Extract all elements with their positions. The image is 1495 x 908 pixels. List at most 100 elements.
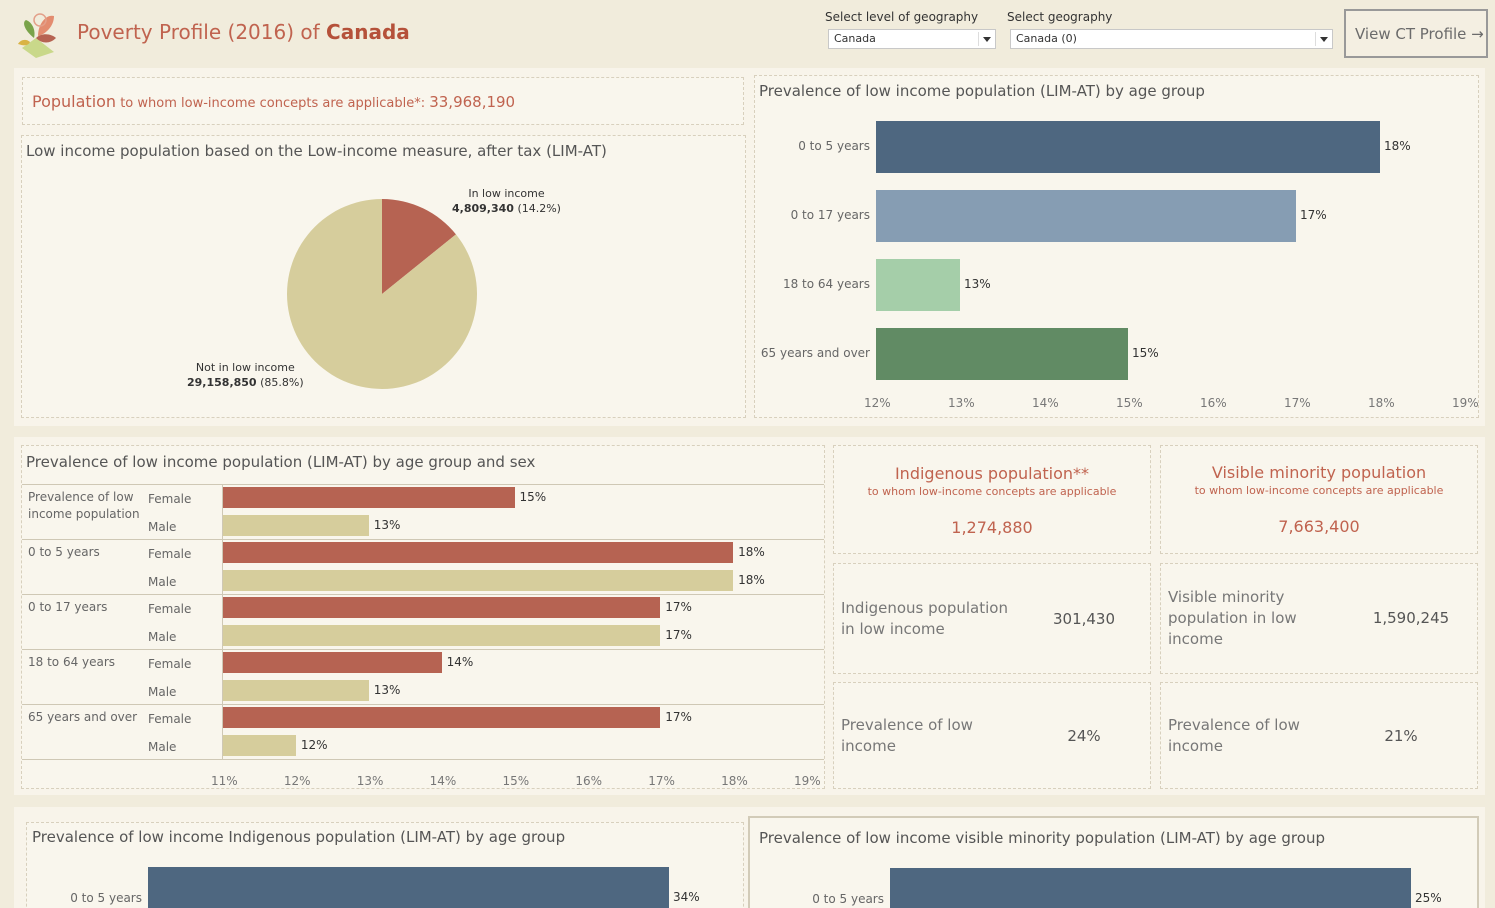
sex-chart-bar bbox=[223, 625, 661, 646]
sex-chart-bar-label: 17% bbox=[665, 628, 692, 642]
visible-minority-age-chart-title: Prevalence of low income visible minorit… bbox=[759, 829, 1325, 847]
sex-chart-bar bbox=[223, 542, 734, 563]
sex-chart-bar bbox=[223, 735, 296, 756]
sex-chart-group-row bbox=[22, 484, 824, 539]
population-value: 33,968,190 bbox=[429, 93, 516, 111]
sex-chart-bar bbox=[223, 652, 442, 673]
age-chart-title: Prevalence of low income population (LIM… bbox=[759, 82, 1205, 100]
age-chart-bar bbox=[876, 190, 1296, 242]
sex-chart-sex-label: Male bbox=[148, 740, 177, 754]
level-select[interactable]: Canada bbox=[828, 29, 996, 49]
header: Poverty Profile (2016) of Canada Select … bbox=[0, 0, 1495, 66]
sex-chart-bar bbox=[223, 515, 369, 536]
pie-label-not-in-low-income: Not in low income 29,158,850 (85.8%) bbox=[187, 361, 304, 389]
view-ct-profile-button[interactable]: View CT Profile → bbox=[1344, 9, 1488, 58]
sex-chart: Prevalence of low income population Femal… bbox=[22, 446, 826, 790]
app-logo bbox=[18, 13, 56, 58]
page-title: Poverty Profile (2016) of Canada bbox=[77, 20, 410, 44]
sex-chart-group-row bbox=[22, 649, 824, 704]
indigenous-population-card: Indigenous population** to whom low-inco… bbox=[833, 445, 1151, 554]
sex-chart-sex-label: Male bbox=[148, 520, 177, 534]
sex-chart-age-label: 0 to 5 years bbox=[28, 545, 100, 559]
age-chart-tick-label: 13% bbox=[948, 396, 975, 410]
age-chart-category-label: 0 to 17 years bbox=[790, 208, 870, 222]
indigenous-age-bar bbox=[148, 867, 669, 908]
sex-chart-bar bbox=[223, 597, 661, 618]
age-chart-bar-label: 13% bbox=[964, 277, 991, 291]
sex-chart-axis-line bbox=[222, 484, 223, 759]
sex-chart-bar-label: 18% bbox=[738, 545, 765, 559]
visible-minority-low-income-value: 1,590,245 bbox=[1372, 609, 1450, 627]
chevron-down-icon bbox=[1320, 37, 1328, 42]
sex-chart-title: Prevalence of low income population (LIM… bbox=[26, 453, 536, 471]
sex-chart-sex-label: Male bbox=[148, 685, 177, 699]
visible-minority-age-bar bbox=[890, 868, 1411, 908]
geography-select-label: Select geography bbox=[1007, 10, 1113, 24]
indigenous-low-income-label: Indigenous population in low income bbox=[841, 599, 1008, 638]
age-chart-tick-label: 12% bbox=[864, 396, 891, 410]
pie-slice-not-in-low-income[interactable] bbox=[287, 199, 477, 389]
visible-minority-age-bar-label: 25% bbox=[1415, 891, 1442, 905]
indigenous-subtitle: to whom low-income concepts are applicab… bbox=[867, 485, 1117, 498]
section-detail: Prevalence of low income population (LIM… bbox=[14, 437, 1485, 795]
sex-chart-bar bbox=[223, 487, 515, 508]
sex-chart-group-row bbox=[22, 539, 824, 594]
geography-select[interactable]: Canada (0) bbox=[1010, 29, 1333, 49]
sex-chart-bar-label: 13% bbox=[373, 683, 401, 697]
age-chart-tick-label: 14% bbox=[1032, 396, 1059, 410]
age-chart-category-label: 18 to 64 years bbox=[782, 277, 870, 291]
indigenous-age-chart: 0 to 5 years 34% bbox=[27, 823, 745, 908]
age-chart-tick-label: 16% bbox=[1200, 396, 1227, 410]
indigenous-age-bar-label: 34% bbox=[673, 890, 700, 904]
indigenous-prevalence-card: Prevalence of low income 24% bbox=[833, 682, 1151, 789]
population-panel: Population to whom low-income concepts a… bbox=[22, 77, 744, 125]
sex-chart-tick-label: 12% bbox=[283, 774, 311, 788]
sex-chart-bar-label: 17% bbox=[665, 600, 692, 614]
age-chart-category-label: 65 years and over bbox=[760, 346, 870, 360]
age-chart-bar-label: 17% bbox=[1300, 208, 1327, 222]
sex-chart-age-label: 65 years and over bbox=[28, 710, 138, 724]
sex-chart-tick-label: 11% bbox=[211, 774, 238, 788]
page-title-place: Canada bbox=[326, 20, 410, 44]
sex-chart-sex-label: Female bbox=[148, 547, 192, 561]
sex-chart-age-label: 0 to 17 years bbox=[28, 600, 108, 614]
sex-chart-bar-label: 17% bbox=[665, 710, 692, 724]
population-summary: Population to whom low-income concepts a… bbox=[32, 92, 516, 111]
visible-minority-population-value: 7,663,400 bbox=[1278, 517, 1360, 536]
pie-slice-in-low-income[interactable] bbox=[382, 199, 456, 294]
pie-chart[interactable] bbox=[282, 194, 482, 394]
geography-select-value: Canada (0) bbox=[1016, 32, 1077, 45]
age-chart-tick-label: 18% bbox=[1368, 396, 1395, 410]
level-select-label: Select level of geography bbox=[825, 10, 979, 24]
sex-chart-tick-label: 19% bbox=[794, 774, 821, 788]
indigenous-age-chart-panel: Prevalence of low income Indigenous popu… bbox=[26, 822, 744, 908]
indigenous-low-income-value: 301,430 bbox=[1052, 610, 1116, 628]
visible-minority-prevalence-card: Prevalence of low income 21% bbox=[1160, 682, 1478, 789]
visible-minority-age-chart-panel: Prevalence of low income visible minorit… bbox=[748, 816, 1479, 908]
visible-minority-card: Visible minority population to whom low-… bbox=[1160, 445, 1478, 554]
sex-chart-sex-label: Female bbox=[148, 712, 192, 726]
visible-minority-low-income-card: Visible minority population in low incom… bbox=[1160, 563, 1478, 674]
visible-minority-low-income-label: Visible minority population in low incom… bbox=[1168, 588, 1297, 648]
sex-chart-bar-label: 18% bbox=[738, 573, 765, 587]
age-chart-bar-label: 18% bbox=[1384, 139, 1411, 153]
sex-chart-age-label: 18 to 64 years bbox=[28, 655, 116, 669]
pie-label-in-low-income: In low income 4,809,340 (14.2%) bbox=[452, 187, 561, 215]
sex-chart-group-row bbox=[22, 704, 824, 759]
sex-chart-bar bbox=[223, 680, 369, 701]
sex-chart-bar-label: 15% bbox=[519, 490, 547, 504]
sex-chart-sex-label: Female bbox=[148, 492, 192, 506]
sex-chart-bar-label: 14% bbox=[446, 655, 474, 669]
sex-chart-bottom-line bbox=[22, 759, 824, 760]
sex-chart-sex-label: Male bbox=[148, 575, 177, 589]
age-chart-tick-label: 15% bbox=[1116, 396, 1143, 410]
visible-minority-subtitle: to whom low-income concepts are applicab… bbox=[1194, 484, 1444, 497]
sex-chart-sex-label: Female bbox=[148, 602, 192, 616]
age-chart-tick-label: 19% bbox=[1452, 396, 1479, 410]
sex-chart-tick-label: 17% bbox=[648, 774, 675, 788]
visible-minority-age-chart: 0 to 5 years 25% bbox=[750, 818, 1481, 908]
sex-chart-bar-label: 12% bbox=[300, 738, 328, 752]
sex-chart-bar bbox=[223, 707, 661, 728]
indigenous-age-category-label: 0 to 5 years bbox=[70, 891, 142, 905]
age-chart-bar bbox=[876, 328, 1128, 380]
